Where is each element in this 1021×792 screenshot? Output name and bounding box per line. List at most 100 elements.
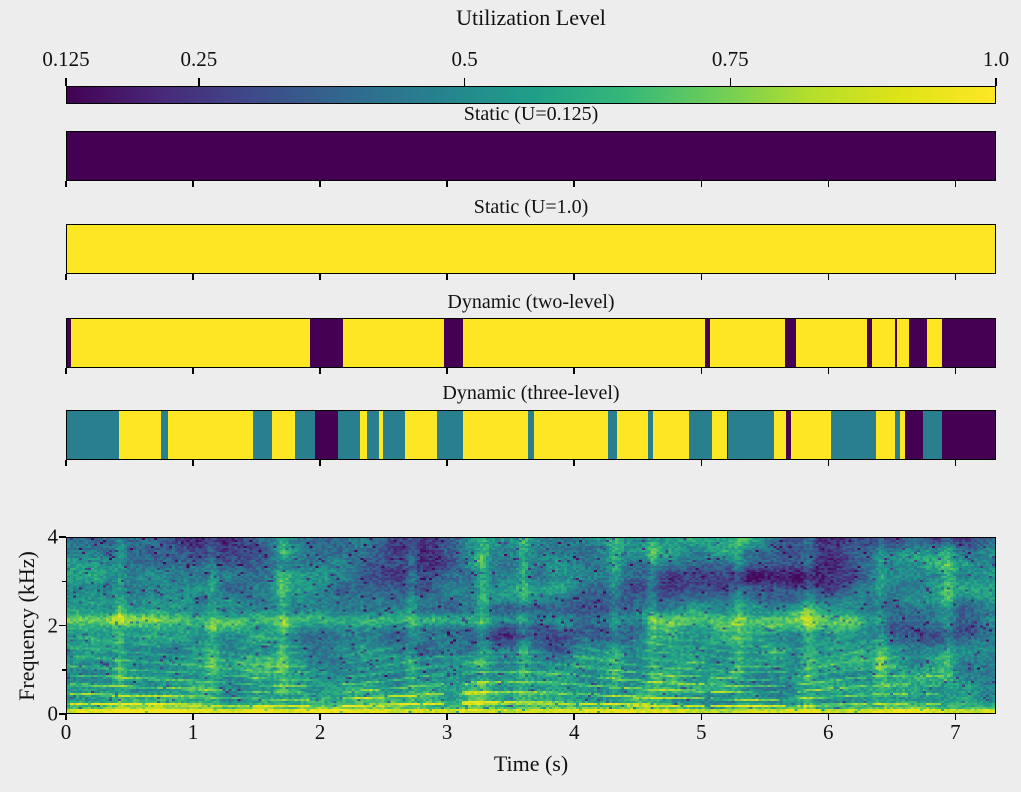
time-tick-mark — [65, 460, 67, 466]
time-tick-mark — [954, 460, 957, 466]
x-tick-label: 1 — [187, 720, 199, 744]
time-tick-mark — [700, 274, 702, 280]
strip-title: Static (U=0.125) — [463, 103, 599, 125]
strip-segment — [785, 411, 791, 459]
time-tick-mark — [827, 460, 829, 466]
time-tick-mark — [446, 274, 448, 280]
strip-segment — [941, 319, 995, 367]
strip-segment — [295, 411, 316, 459]
strip-segment — [462, 411, 529, 459]
strip-tick-row — [65, 274, 996, 281]
strip-segment — [908, 319, 927, 367]
time-tick-mark — [700, 368, 702, 374]
strip-segment — [784, 319, 796, 367]
strip-segment — [168, 411, 254, 459]
strip-tick-row — [65, 368, 996, 375]
time-tick-mark — [954, 274, 957, 280]
time-tick-mark — [65, 274, 67, 280]
time-tick-mark — [827, 274, 829, 280]
strip-segment — [528, 411, 534, 459]
time-tick-mark — [192, 181, 194, 187]
time-tick-mark — [319, 460, 321, 466]
colorbar-tick-mark — [729, 78, 731, 86]
strip-segment — [118, 411, 161, 459]
colorbar-tick-label: 0.125 — [42, 47, 90, 71]
y-tick-mark — [59, 713, 66, 715]
colorbar-tick-label: 1.0 — [982, 47, 1010, 71]
x-tick-mark — [573, 714, 575, 720]
time-tick-mark — [827, 181, 829, 187]
strip-segment — [790, 411, 832, 459]
strip-segment — [443, 319, 463, 367]
time-tick-mark — [954, 368, 957, 374]
x-tick-label: 3 — [441, 720, 453, 744]
time-tick-mark — [319, 368, 321, 374]
x-tick-label: 4 — [568, 720, 580, 744]
time-tick-mark — [446, 181, 448, 187]
time-tick-mark — [700, 181, 702, 187]
strip-segment — [652, 411, 690, 459]
strip-segment — [709, 319, 785, 367]
strip-segment — [67, 411, 119, 459]
colorbar-tick-label: 0.25 — [180, 47, 218, 71]
strip-segment — [533, 411, 609, 459]
strip-segment — [727, 411, 775, 459]
strip-segment — [67, 132, 995, 180]
time-tick-mark — [573, 460, 575, 466]
time-tick-mark — [192, 460, 194, 466]
strip-segment — [315, 411, 339, 459]
strip-segment — [875, 411, 895, 459]
colorbar-tick-mark — [65, 78, 67, 86]
strip-segment — [795, 319, 867, 367]
strip-segment — [941, 411, 995, 459]
colorbar-tick-mark — [995, 78, 997, 86]
strip-segment — [367, 411, 379, 459]
strip-panel — [66, 224, 996, 274]
strip-segment — [437, 411, 463, 459]
y-minor-tick-mark — [62, 669, 66, 671]
strip-segment — [904, 411, 923, 459]
x-axis-label: Time (s) — [493, 751, 569, 776]
strip-segment — [462, 319, 705, 367]
colorbar-tick-label: 0.5 — [451, 47, 478, 71]
strip-segment — [704, 319, 710, 367]
time-tick-mark — [573, 368, 575, 374]
time-tick-mark — [446, 460, 448, 466]
strip-segment — [774, 411, 786, 459]
strip-segment — [160, 411, 169, 459]
x-tick-mark — [192, 714, 194, 720]
strip-panel — [66, 131, 996, 181]
x-tick-label: 7 — [950, 720, 961, 744]
colorbar-title: Utilization Level — [456, 5, 606, 30]
x-tick-mark — [65, 714, 67, 720]
strip-segment — [67, 319, 71, 367]
colorbar-gradient — [66, 86, 996, 104]
strip-segment — [338, 411, 360, 459]
time-tick-mark — [192, 274, 194, 280]
time-tick-mark — [65, 368, 67, 374]
time-tick-mark — [319, 274, 321, 280]
spectrogram-panel — [66, 537, 996, 714]
strip-segment — [894, 411, 900, 459]
time-tick-mark — [446, 368, 448, 374]
strip-panel — [66, 318, 996, 368]
spectrogram-image — [67, 538, 995, 713]
strip-segment — [872, 319, 895, 367]
time-tick-mark — [192, 368, 194, 374]
strip-segment — [926, 319, 942, 367]
time-tick-mark — [700, 460, 702, 466]
x-tick-mark — [446, 714, 448, 720]
time-tick-mark — [573, 274, 575, 280]
time-tick-mark — [65, 181, 67, 187]
strip-title: Static (U=1.0) — [473, 196, 589, 218]
colorbar-tick-mark — [463, 78, 466, 86]
y-tick-label: 2 — [47, 613, 59, 637]
time-tick-mark — [954, 181, 957, 187]
strip-segment — [70, 319, 311, 367]
x-tick-label: 2 — [314, 720, 326, 744]
strip-tick-row — [65, 460, 996, 467]
x-tick-label: 0 — [60, 720, 72, 744]
colorbar-tick-mark — [198, 78, 200, 86]
x-tick-mark — [319, 714, 321, 720]
